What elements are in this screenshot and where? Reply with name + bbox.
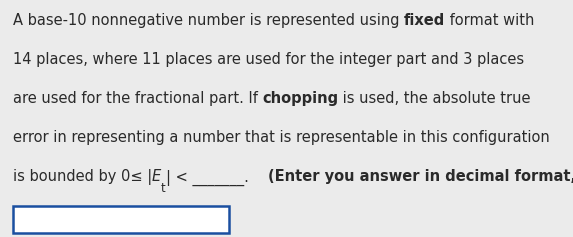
Text: error in representing a number that is representable in this configuration: error in representing a number that is r… bbox=[13, 130, 550, 145]
Text: A base-10 nonnegative number is represented using: A base-10 nonnegative number is represen… bbox=[13, 13, 404, 28]
Text: |: | bbox=[19, 213, 24, 229]
Text: is bounded by 0≤ |: is bounded by 0≤ | bbox=[13, 169, 152, 185]
Text: E: E bbox=[152, 169, 161, 184]
Text: chopping: chopping bbox=[262, 91, 338, 106]
Text: that is, 0.X..... format): that is, 0.X..... format) bbox=[13, 207, 200, 222]
Text: is used, the absolute true: is used, the absolute true bbox=[338, 91, 531, 106]
Text: | < _______.: | < _______. bbox=[166, 169, 268, 186]
Text: fixed: fixed bbox=[404, 13, 445, 28]
Text: 14 places, where 11 places are used for the integer part and 3 places: 14 places, where 11 places are used for … bbox=[13, 52, 524, 67]
Text: t: t bbox=[161, 182, 166, 195]
Text: format with: format with bbox=[445, 13, 535, 28]
Text: (Enter you answer in decimal format,: (Enter you answer in decimal format, bbox=[268, 169, 573, 184]
Text: are used for the fractional part. If: are used for the fractional part. If bbox=[13, 91, 262, 106]
